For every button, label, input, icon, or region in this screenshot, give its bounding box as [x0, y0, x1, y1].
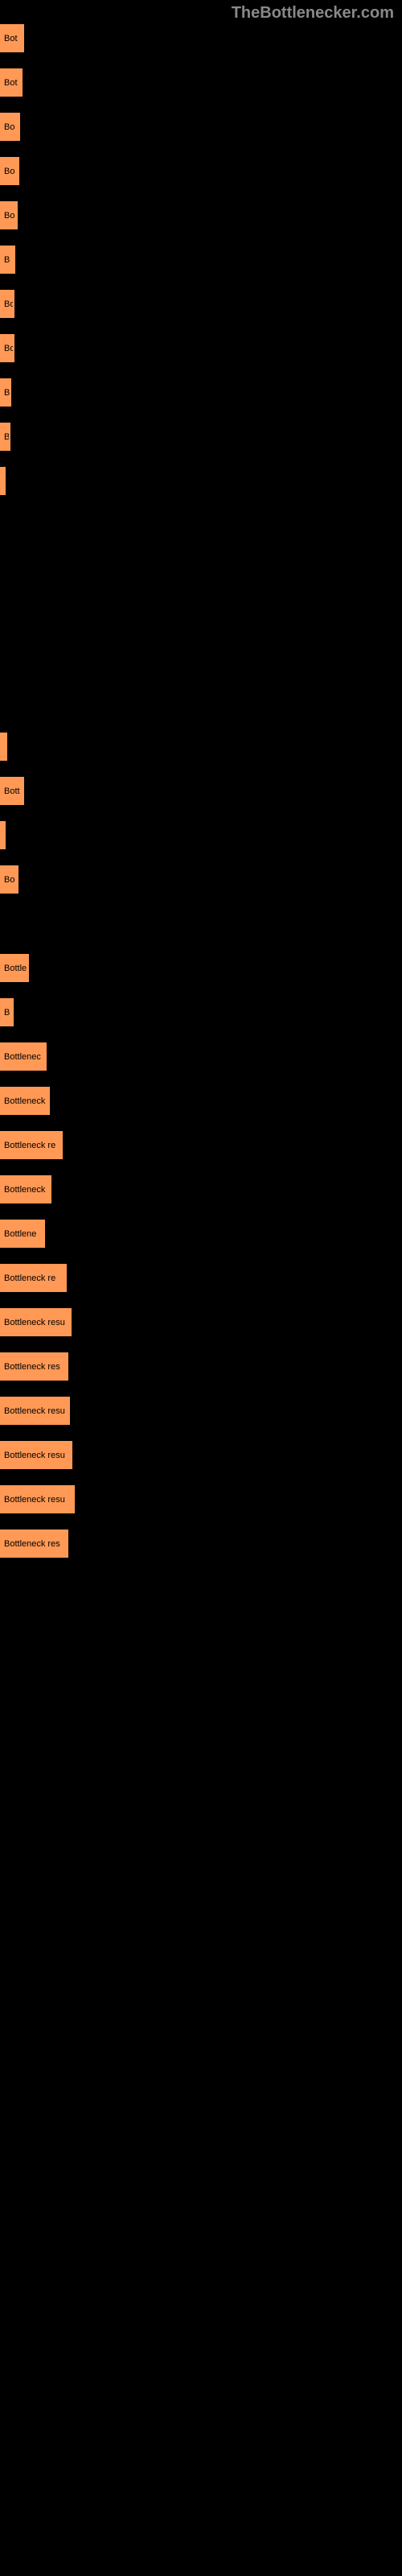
- bar: B: [0, 246, 15, 274]
- bar-label: Bottle: [4, 964, 27, 973]
- bar-label: Bottleneck: [4, 1185, 45, 1195]
- bar-label: Bottleneck resu: [4, 1318, 65, 1327]
- bar-row: [0, 467, 402, 495]
- bar-label: Bottleneck res: [4, 1362, 60, 1372]
- bar-row: Bottleneck resu: [0, 1308, 402, 1336]
- bar: Bottleneck resu: [0, 1441, 72, 1469]
- bar-row: Bottleneck res: [0, 1530, 402, 1558]
- bar-label: Bo: [4, 344, 14, 353]
- bar: [0, 733, 7, 761]
- bar: Bottleneck: [0, 1175, 51, 1203]
- bar-label: B: [4, 388, 10, 398]
- bar-row: Bottleneck re: [0, 1131, 402, 1159]
- bar: Bottleneck res: [0, 1352, 68, 1381]
- bar: Bottleneck resu: [0, 1397, 70, 1425]
- bar-label: B: [4, 432, 10, 442]
- bar-label: Bo: [4, 211, 14, 221]
- bar-label: B: [4, 1008, 10, 1018]
- bar-label: Bo: [4, 122, 14, 132]
- bar-row: Bottle: [0, 954, 402, 982]
- bar: Bottlenec: [0, 1042, 47, 1071]
- bar-label: Bo: [4, 167, 14, 176]
- bar: Bo: [0, 865, 18, 894]
- bar-label: Bottleneck: [4, 1096, 45, 1106]
- bar-row: Bo: [0, 113, 402, 141]
- bar-label: Bot: [4, 34, 18, 43]
- bar: Bo: [0, 290, 14, 318]
- bar-row: [0, 644, 402, 672]
- bar: Bo: [0, 113, 20, 141]
- bar-row: [0, 733, 402, 761]
- bar-row: [0, 688, 402, 716]
- bar: Bottleneck res: [0, 1530, 68, 1558]
- bar-row: [0, 910, 402, 938]
- bar: Bottleneck re: [0, 1131, 63, 1159]
- bar-label: Bottleneck re: [4, 1141, 55, 1150]
- bar-label: Bot: [4, 78, 18, 88]
- bar: Bottlene: [0, 1220, 45, 1248]
- bar-row: Bo: [0, 290, 402, 318]
- bar: Bottleneck resu: [0, 1308, 72, 1336]
- bar: Bo: [0, 201, 18, 229]
- bar-label: Bottleneck re: [4, 1274, 55, 1283]
- bar-row: Bottleneck: [0, 1175, 402, 1203]
- bar-label: Bottleneck resu: [4, 1495, 65, 1505]
- bar: [0, 821, 6, 849]
- bar-row: Bot: [0, 24, 402, 52]
- bar: Bo: [0, 334, 14, 362]
- bar: Bottleneck: [0, 1087, 50, 1115]
- bar-row: Bottlenec: [0, 1042, 402, 1071]
- bar-row: Bo: [0, 865, 402, 894]
- bar-row: Bott: [0, 777, 402, 805]
- bar-row: Bottleneck: [0, 1087, 402, 1115]
- bar-chart: Bot Bot Bo Bo Bo B Bo Bo B B Bott Bo Bottle B Bottlene…: [0, 0, 402, 1558]
- bar-row: Bot: [0, 68, 402, 97]
- bar-row: B: [0, 246, 402, 274]
- bar: Bo: [0, 157, 19, 185]
- bar-row: Bottleneck resu: [0, 1441, 402, 1469]
- bar-label: Bottlenec: [4, 1052, 41, 1062]
- bar-row: Bottleneck resu: [0, 1485, 402, 1513]
- bar: Bot: [0, 24, 24, 52]
- bar-row: B: [0, 423, 402, 451]
- bar-row: [0, 600, 402, 628]
- bar-row: [0, 821, 402, 849]
- bar-row: B: [0, 378, 402, 407]
- bar-row: Bottleneck res: [0, 1352, 402, 1381]
- bar: Bottle: [0, 954, 29, 982]
- bar: B: [0, 998, 14, 1026]
- bar-label: Bo: [4, 299, 14, 309]
- bar: Bot: [0, 68, 23, 97]
- watermark-text: TheBottlenecker.com: [232, 4, 394, 23]
- bar-row: [0, 511, 402, 539]
- bar-row: Bo: [0, 201, 402, 229]
- bar-label: Bott: [4, 786, 20, 796]
- bar: B: [0, 423, 10, 451]
- bar: Bottleneck re: [0, 1264, 67, 1292]
- bar-row: Bo: [0, 334, 402, 362]
- bar-label: B: [4, 255, 10, 265]
- bar-row: [0, 555, 402, 584]
- bar: Bott: [0, 777, 24, 805]
- bar-label: Bo: [4, 875, 14, 885]
- bar-label: Bottleneck resu: [4, 1406, 65, 1416]
- bar-row: Bo: [0, 157, 402, 185]
- bar-row: Bottleneck re: [0, 1264, 402, 1292]
- bar: [0, 467, 6, 495]
- bar-row: B: [0, 998, 402, 1026]
- bar: Bottleneck resu: [0, 1485, 75, 1513]
- bar-row: Bottlene: [0, 1220, 402, 1248]
- bar-row: Bottleneck resu: [0, 1397, 402, 1425]
- bar-label: Bottlene: [4, 1229, 36, 1239]
- bar: B: [0, 378, 11, 407]
- bar-label: Bottleneck res: [4, 1539, 60, 1549]
- bar-label: Bottleneck resu: [4, 1451, 65, 1460]
